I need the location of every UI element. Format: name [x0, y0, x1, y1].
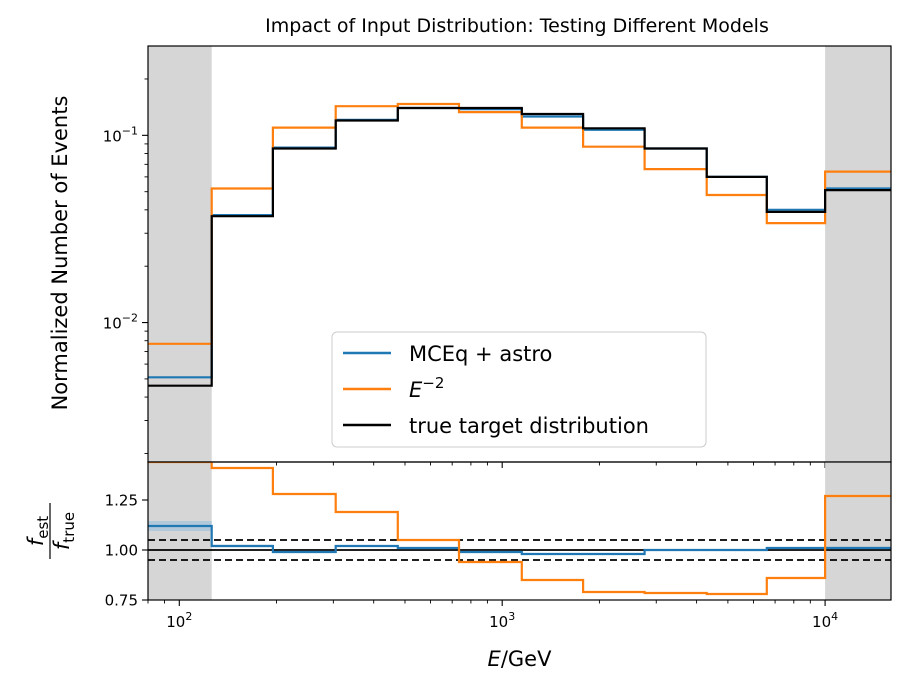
chart-title: Impact of Input Distribution: Testing Di… [265, 15, 769, 37]
legend: MCEq + astro E−2 true target distribution [331, 331, 707, 448]
ratio-panel: 102 103 104 0.75 1.00 1.25 [105, 461, 892, 631]
x-tick-label: 104 [812, 610, 838, 631]
legend-label: MCEq + astro [409, 342, 552, 366]
ratio-series-group [148, 462, 891, 596]
shaded-region-1 [825, 46, 891, 462]
main-series-group [148, 102, 891, 387]
legend-label: true target distribution [409, 414, 649, 438]
x-axis-label: E/GeV [488, 647, 553, 671]
y-axis-label: Normalized Number of Events [48, 96, 72, 411]
ratio-frame [147, 461, 892, 601]
legend-box [331, 331, 707, 448]
y-tick-label: 10−2 [103, 312, 138, 333]
series-e-minus-2-line [148, 102, 891, 345]
shaded-region-0 [148, 46, 212, 462]
ratio-e-minus-2-line [148, 462, 891, 596]
x-tick-label: 103 [489, 610, 515, 631]
ratio-y-label-numerator: fest [24, 516, 52, 546]
ratio-y-tick-label: 0.75 [105, 592, 138, 610]
shaded-region-1 [825, 462, 891, 600]
ratio-y-tick-label: 1.25 [105, 492, 138, 510]
ratio-y-tick-label: 1.00 [105, 542, 138, 560]
y-tick-label: 10−1 [103, 124, 138, 145]
x-tick-label: 102 [166, 610, 192, 631]
legend-label: E−2 [409, 374, 444, 402]
x-axis-label-text: E/GeV [488, 647, 553, 671]
ratio-y-label-denominator: ftrue [50, 512, 78, 550]
series-true-target-line [148, 106, 891, 387]
